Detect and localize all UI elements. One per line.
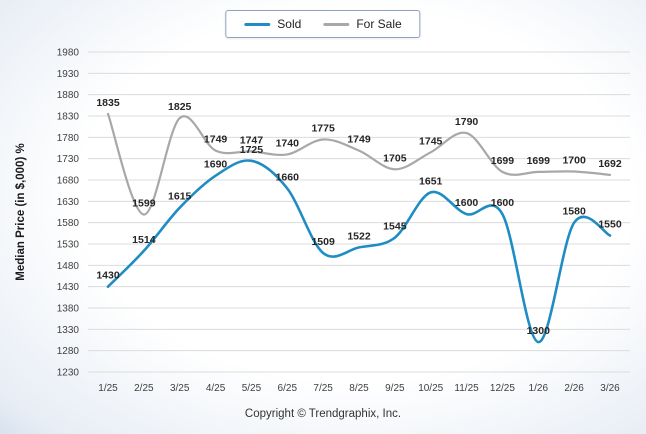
y-tick-label: 1230 (57, 368, 80, 379)
y-tick-label: 1630 (57, 197, 80, 208)
y-tick-label: 1930 (57, 69, 80, 80)
sold-data-label: 1509 (311, 236, 335, 248)
sold-data-label: 1545 (383, 221, 407, 233)
y-tick-label: 1430 (57, 282, 80, 293)
for-sale-data-label: 1749 (347, 134, 371, 146)
sold-data-label: 1600 (491, 197, 515, 209)
y-tick-label: 1730 (57, 154, 80, 165)
x-tick-label: 11/25 (454, 383, 479, 394)
sold-data-label: 1300 (527, 325, 551, 337)
y-tick-label: 1580 (57, 218, 80, 229)
y-tick-label: 1330 (57, 325, 80, 336)
y-tick-label: 1480 (57, 261, 80, 272)
legend-label: For Sale (356, 17, 402, 31)
sold-data-label: 1430 (96, 270, 120, 282)
x-tick-label: 7/25 (313, 383, 333, 394)
y-tick-label: 1530 (57, 240, 80, 251)
for-sale-data-label: 1745 (419, 135, 443, 147)
y-tick-label: 1380 (57, 304, 80, 315)
for-sale-data-label: 1699 (491, 155, 515, 167)
x-tick-label: 9/25 (385, 383, 405, 394)
x-tick-label: 5/25 (242, 383, 262, 394)
for-sale-data-label: 1599 (132, 198, 156, 210)
sold-line (106, 159, 612, 344)
x-tick-label: 12/25 (490, 383, 515, 394)
x-tick-label: 2/26 (564, 383, 584, 394)
y-tick-label: 1280 (57, 346, 80, 357)
for-sale-data-label: 1825 (168, 101, 192, 113)
x-tick-label: 3/26 (600, 383, 620, 394)
for-sale-data-label: 1692 (598, 158, 622, 170)
sold-line-swatch (244, 22, 271, 26)
x-tick-label: 3/25 (170, 383, 190, 394)
sold-data-label: 1600 (455, 197, 479, 209)
for-sale-data-label: 1775 (311, 122, 335, 134)
copyright: Copyright © Trendgraphix, Inc. (244, 408, 402, 420)
sold-data-label: 1522 (347, 230, 371, 242)
x-tick-label: 2/25 (134, 383, 154, 394)
sold-data-label: 1514 (132, 234, 156, 246)
sold-data-label: 1615 (168, 191, 192, 203)
for-sale-data-label: 1740 (276, 137, 300, 149)
y-tick-label: 1780 (57, 133, 80, 144)
legend-label: Sold (277, 17, 302, 31)
sold-data-label: 1580 (562, 206, 586, 218)
for-sale-data-label: 1790 (455, 116, 479, 128)
for-sale-line (106, 112, 612, 216)
for-sale-data-label: 1699 (527, 155, 551, 167)
sold-data-label: 1725 (240, 144, 264, 156)
x-tick-label: 6/25 (278, 383, 298, 394)
legend-item-sold: Sold (244, 17, 301, 31)
x-tick-label: 10/25 (418, 383, 443, 394)
for-sale-data-label: 1700 (562, 154, 586, 166)
sold-data-label: 1690 (204, 159, 228, 171)
x-tick-label: 1/26 (529, 383, 549, 394)
y-tick-label: 1830 (57, 112, 80, 123)
x-tick-label: 1/25 (98, 383, 118, 394)
sold-data-label: 1660 (276, 172, 300, 184)
y-tick-label: 1980 (57, 48, 80, 59)
x-tick-label: 8/25 (349, 383, 369, 394)
for-sale-data-label: 1835 (96, 97, 120, 109)
for-sale-data-label: 1749 (204, 134, 228, 146)
sold-data-label: 1651 (419, 175, 443, 187)
sold-data-label: 1550 (598, 218, 622, 230)
y-tick-label: 1880 (57, 90, 80, 101)
for-sale-line-swatch (323, 22, 350, 26)
legend-item-for-sale: For Sale (323, 17, 402, 31)
for-sale-data-label: 1747 (240, 134, 264, 146)
y-axis-title: Median Price (in $,000) % (15, 143, 27, 280)
y-tick-label: 1680 (57, 176, 80, 187)
for-sale-data-label: 1705 (383, 152, 407, 164)
legend: Sold For Sale (225, 10, 421, 38)
x-tick-label: 4/25 (206, 383, 226, 394)
